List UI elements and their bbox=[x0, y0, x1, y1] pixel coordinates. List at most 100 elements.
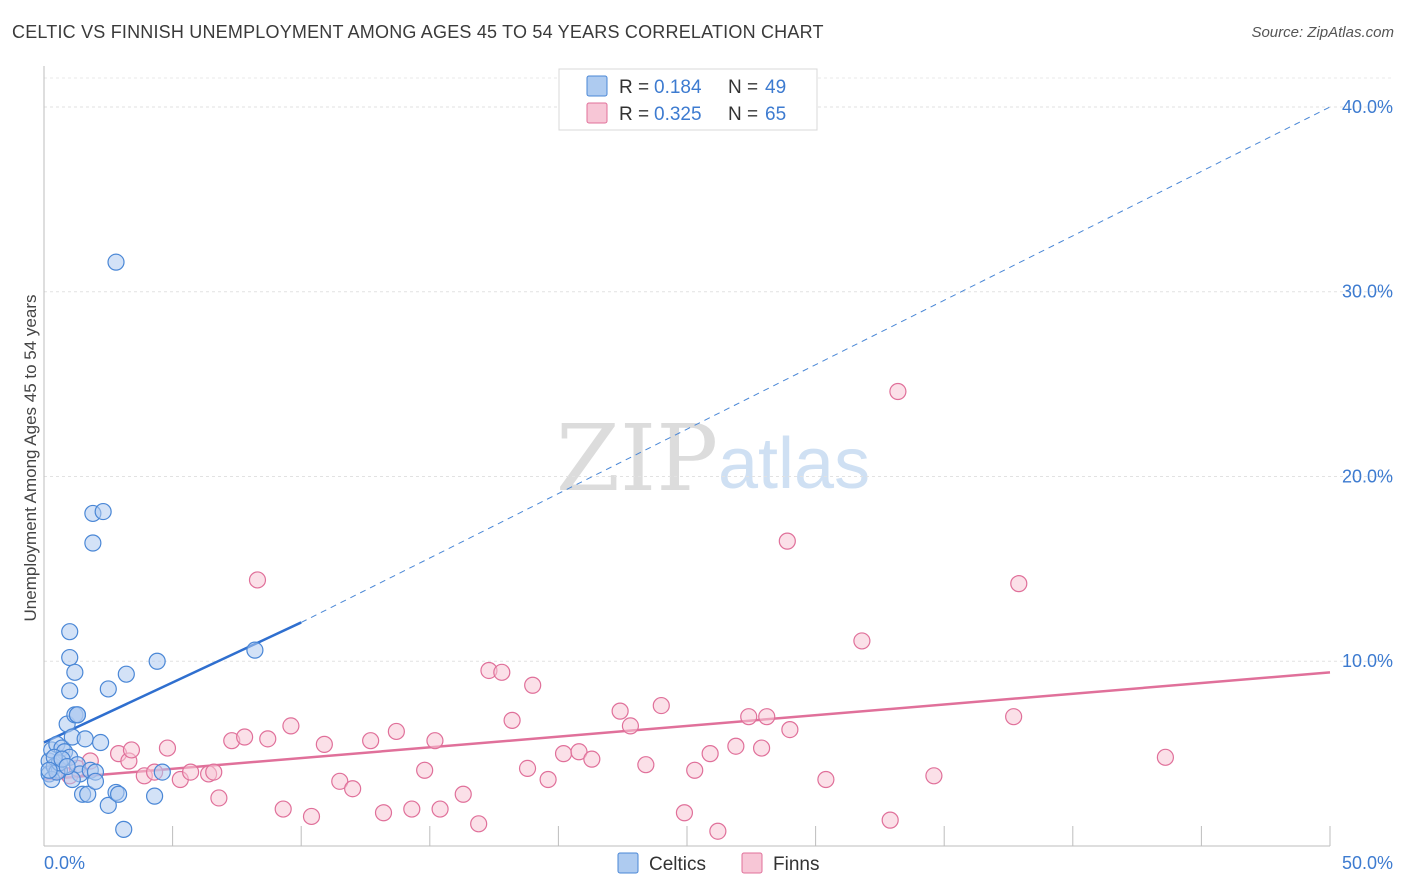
y-tick-labels: 10.0% 20.0% 30.0% 40.0% bbox=[1342, 97, 1393, 671]
data-point-finns bbox=[853, 632, 871, 650]
data-point-finns bbox=[727, 737, 745, 755]
axes bbox=[43, 66, 1331, 847]
data-point-finns bbox=[122, 741, 141, 759]
data-point-finns bbox=[1005, 708, 1023, 726]
data-point-celtics bbox=[246, 641, 264, 659]
data-point-finns bbox=[611, 702, 629, 720]
legend-r-label-finns: R = bbox=[619, 104, 649, 125]
data-point-finns bbox=[781, 720, 799, 739]
series-legend: Celtics Finns bbox=[617, 852, 819, 875]
data-point-finns bbox=[302, 807, 321, 826]
bottom-legend-label-celtics: Celtics bbox=[649, 854, 706, 875]
data-point-finns bbox=[403, 800, 421, 818]
data-point-finns bbox=[182, 763, 200, 781]
y-tick-label-40: 40.0% bbox=[1342, 97, 1393, 117]
data-point-finns bbox=[210, 789, 228, 807]
data-point-finns bbox=[881, 811, 899, 829]
data-point-celtics bbox=[153, 763, 171, 781]
data-point-finns bbox=[493, 663, 511, 681]
data-point-finns bbox=[686, 761, 704, 779]
data-point-celtics bbox=[109, 785, 128, 803]
data-point-celtics bbox=[61, 682, 79, 700]
data-point-finns bbox=[274, 800, 292, 818]
data-point-finns bbox=[758, 708, 776, 726]
data-point-celtics bbox=[91, 733, 110, 752]
data-point-finns bbox=[554, 745, 573, 763]
data-point-celtics bbox=[66, 663, 84, 681]
legend-swatch-finns bbox=[586, 102, 608, 124]
x-tick-label-max: 50.0% bbox=[1342, 853, 1393, 873]
data-point-celtics bbox=[99, 796, 117, 814]
data-point-finns bbox=[431, 800, 449, 818]
data-point-finns bbox=[817, 770, 835, 789]
gridlines bbox=[44, 77, 1392, 662]
data-point-finns bbox=[925, 767, 943, 785]
legend-n-label-celtics: N = bbox=[728, 77, 758, 98]
data-point-finns bbox=[740, 708, 758, 726]
legend-n-label-finns: N = bbox=[728, 104, 758, 125]
data-point-finns bbox=[416, 761, 434, 779]
trend-line-celtics-extension bbox=[300, 106, 1331, 623]
data-point-celtics bbox=[68, 706, 87, 724]
data-point-celtics bbox=[86, 772, 105, 790]
bottom-legend-swatch-finns bbox=[741, 852, 763, 874]
data-point-finns bbox=[701, 745, 719, 763]
data-point-finns bbox=[387, 722, 405, 741]
data-point-finns bbox=[583, 750, 601, 768]
data-point-finns bbox=[248, 571, 267, 589]
data-point-celtics bbox=[40, 761, 58, 779]
data-point-finns bbox=[524, 676, 542, 694]
data-point-finns bbox=[570, 743, 588, 761]
watermark-zip: ZIP bbox=[556, 405, 718, 512]
data-point-finns bbox=[236, 728, 254, 746]
data-point-finns bbox=[282, 717, 300, 735]
data-point-finns bbox=[518, 759, 537, 778]
data-point-finns bbox=[889, 382, 907, 401]
data-point-finns bbox=[470, 815, 488, 833]
legend-r-label-celtics: R = bbox=[619, 77, 649, 98]
bottom-legend-label-finns: Finns bbox=[773, 854, 819, 875]
bottom-legend-swatch-celtics bbox=[617, 852, 639, 874]
data-point-finns bbox=[709, 822, 727, 840]
data-point-finns bbox=[374, 804, 393, 822]
data-point-finns bbox=[503, 711, 521, 729]
data-point-finns bbox=[315, 735, 333, 753]
data-point-finns bbox=[362, 732, 380, 750]
trend-line-celtics bbox=[43, 621, 302, 744]
legend-n-value-finns: 65 bbox=[765, 104, 786, 125]
data-point-celtics bbox=[79, 785, 97, 803]
data-point-finns bbox=[205, 763, 223, 781]
y-tick-label-10: 10.0% bbox=[1342, 651, 1393, 671]
data-point-finns bbox=[259, 730, 277, 748]
data-point-finns bbox=[778, 532, 796, 550]
data-point-finns bbox=[1010, 575, 1028, 593]
trend-line-finns bbox=[43, 671, 1331, 781]
data-point-celtics bbox=[117, 665, 135, 683]
legend-swatch-celtics bbox=[586, 75, 608, 97]
data-point-celtics bbox=[94, 502, 112, 521]
data-points bbox=[40, 253, 1174, 840]
data-point-finns bbox=[675, 804, 694, 822]
legend-n-value-celtics: 49 bbox=[765, 77, 786, 98]
data-point-celtics bbox=[84, 534, 102, 552]
data-point-finns bbox=[344, 780, 362, 798]
data-point-finns bbox=[158, 739, 177, 757]
chart-title: CELTIC VS FINNISH UNEMPLOYMENT AMONG AGE… bbox=[12, 22, 824, 42]
data-point-celtics bbox=[61, 623, 79, 641]
data-point-finns bbox=[637, 756, 655, 774]
data-point-celtics bbox=[61, 648, 79, 667]
data-point-celtics bbox=[145, 787, 164, 805]
source-label: Source: ZipAtlas.com bbox=[1251, 24, 1394, 41]
data-point-celtics bbox=[58, 757, 76, 776]
data-point-finns bbox=[426, 732, 444, 750]
y-tick-label-20: 20.0% bbox=[1342, 466, 1393, 486]
data-point-finns bbox=[752, 739, 771, 757]
legend-r-value-finns: 0.325 bbox=[654, 104, 702, 125]
data-point-finns bbox=[331, 772, 349, 790]
watermark-atlas: atlas bbox=[718, 424, 870, 504]
data-point-finns bbox=[652, 696, 670, 715]
data-point-celtics bbox=[115, 820, 133, 838]
data-point-celtics bbox=[99, 680, 117, 698]
x-tick-label-min: 0.0% bbox=[44, 853, 85, 873]
data-point-finns bbox=[621, 717, 640, 735]
